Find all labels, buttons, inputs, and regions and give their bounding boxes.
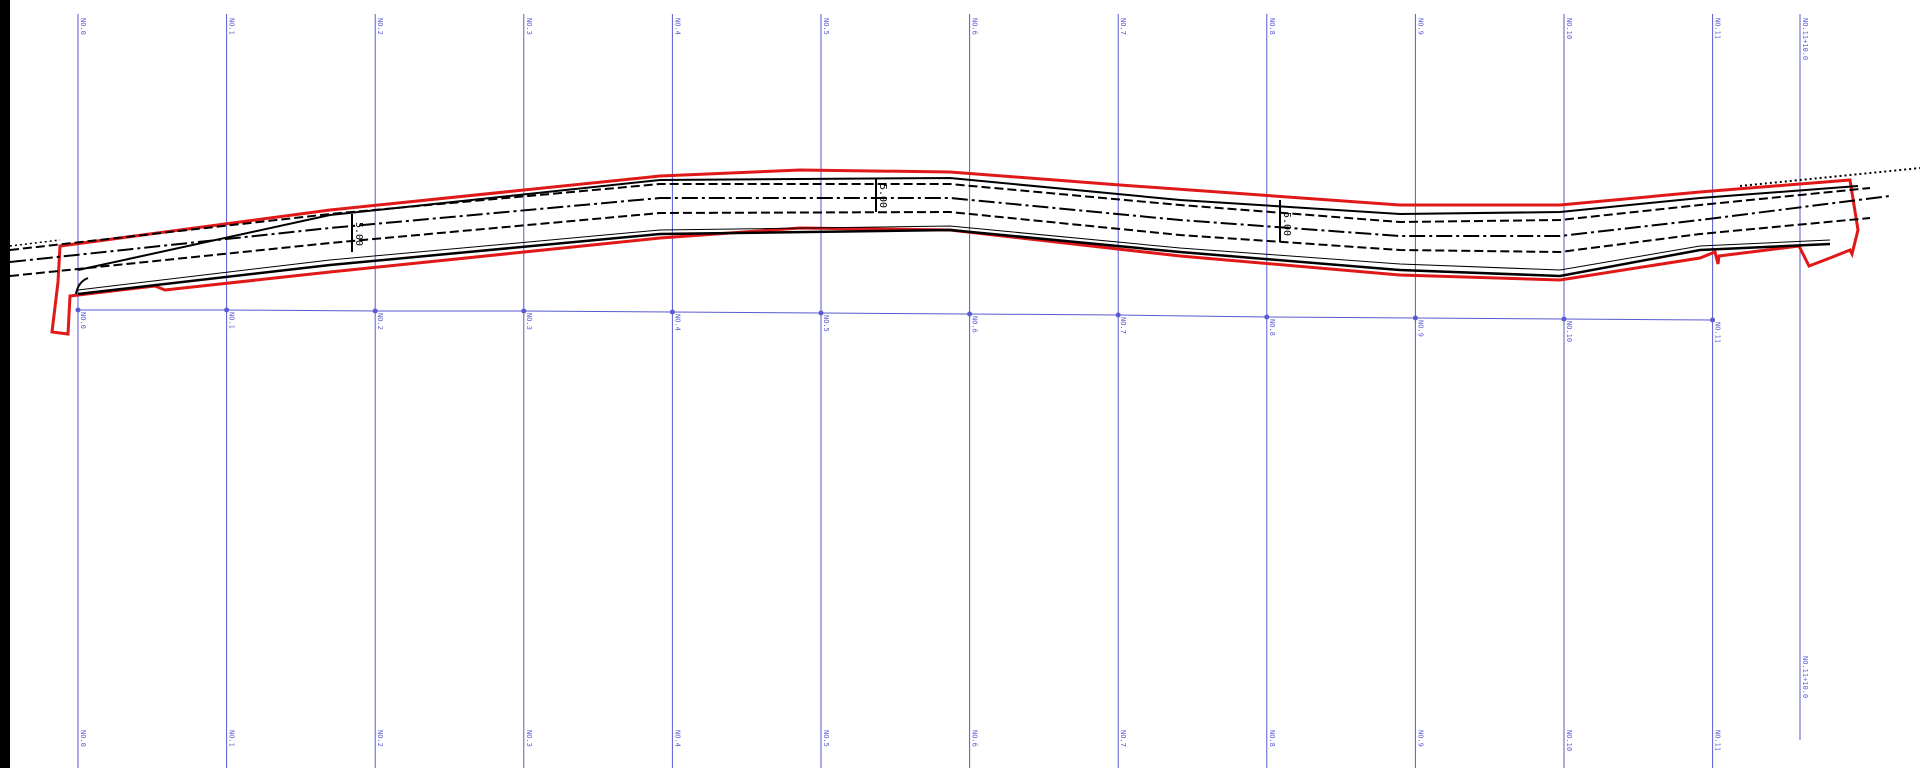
station-label-bottom: NO.4: [673, 730, 681, 747]
station-label-bottom: NO.8: [1268, 730, 1276, 747]
station-label-bottom: NO.10: [1565, 730, 1573, 751]
station-label-mid: NO.3: [525, 313, 533, 330]
existing-road-dotted-west: [9, 239, 61, 247]
station-label-top: NO.1: [228, 18, 236, 35]
station-layer: NO.0 NO.0 NO.0 NO.1 NO.1 NO.1 NO.2 NO.2 NO.2 NO.3…: [75, 14, 1809, 768]
station-label-mid: NO.9: [1416, 320, 1424, 337]
station-label-mid: NO.5: [822, 315, 830, 332]
road-edge-south: [77, 228, 1831, 296]
station-label-mid: NO.2: [376, 313, 384, 330]
road-edge-south-inner: [77, 225, 1831, 291]
station-label-bottom: NO.6: [971, 730, 979, 747]
station-label-bottom: NO.3: [525, 730, 533, 747]
existing-road-dotted: [1739, 167, 1920, 187]
station-label-top: NO.6: [971, 18, 979, 35]
station-label-top: NO.9: [1416, 18, 1424, 35]
road-curb-start: [75, 277, 89, 295]
station-label-top: NO.2: [376, 18, 384, 35]
road-edge-north: [77, 176, 1859, 271]
station-label-mid: NO.8: [1268, 319, 1276, 336]
lane-line-north: [9, 183, 1871, 251]
station-label-bottom: NO.7: [1119, 730, 1127, 747]
station-label-extra-bottom: NO.11+10.0: [1801, 656, 1809, 698]
station-label-top: NO.5: [822, 18, 830, 35]
dimension-label: 5.00: [353, 222, 364, 246]
station-label-bottom: NO.9: [1416, 730, 1424, 747]
dimension-label: 5.00: [1281, 212, 1292, 236]
station-label-top: NO.4: [673, 18, 681, 35]
station-label-bottom: NO.2: [376, 730, 384, 747]
survey-baseline: [78, 309, 1713, 321]
station-label-extra-top: NO.11+10.0: [1801, 18, 1809, 60]
station-label-bottom: NO.11: [1714, 730, 1722, 751]
station-label-mid: NO.6: [971, 316, 979, 333]
station-label-mid: NO.7: [1119, 317, 1127, 334]
dimension-layer: 5.00 5.00 5.00: [353, 184, 1292, 246]
road-layer: [9, 167, 1920, 336]
station-label-mid: NO.10: [1565, 321, 1573, 342]
drawing-frame-border: [0, 0, 10, 768]
station-label-top: NO.11: [1714, 18, 1722, 39]
station-label-top: NO.0: [79, 18, 87, 35]
station-label-mid: NO.11: [1714, 322, 1722, 343]
dimension-label: 5.00: [877, 184, 888, 208]
station-label-mid: NO.4: [673, 314, 681, 331]
project-boundary: [50, 168, 1860, 336]
station-label-top: NO.3: [525, 18, 533, 35]
station-label-bottom: NO.5: [822, 730, 830, 747]
station-label-top: NO.8: [1268, 18, 1276, 35]
lane-line-south: [9, 210, 1871, 277]
station-label-bottom: NO.1: [228, 730, 236, 747]
station-label-bottom: NO.0: [79, 730, 87, 747]
station-label-mid: NO.0: [79, 312, 87, 329]
center-line: [9, 195, 1891, 263]
station-label-top: NO.10: [1565, 18, 1573, 39]
station-label-mid: NO.1: [228, 312, 236, 329]
station-label-top: NO.7: [1119, 18, 1127, 35]
